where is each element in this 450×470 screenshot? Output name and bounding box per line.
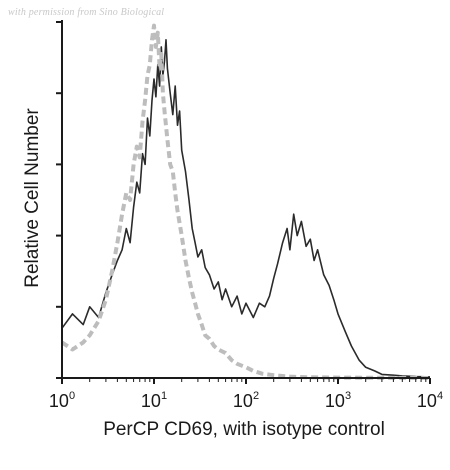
x-axis-title: PerCP CD69, with isotype control xyxy=(103,419,385,440)
watermark-text: with permission from Sino Biological xyxy=(8,7,165,18)
axes-layer xyxy=(61,20,430,379)
x-tick-label: 100 xyxy=(49,390,75,411)
x-tick-label: 102 xyxy=(233,390,259,411)
x-tick-label: 104 xyxy=(417,390,443,411)
x-tick-label: 103 xyxy=(325,390,351,411)
ticks-layer: 100 101 102 103 104 xyxy=(49,21,443,411)
y-axis-title: Relative Cell Number xyxy=(22,108,43,288)
isotype-control-histogram xyxy=(60,23,431,380)
sample-histogram xyxy=(61,38,431,378)
series-layer xyxy=(60,23,431,380)
x-tick-label: 101 xyxy=(141,390,167,411)
